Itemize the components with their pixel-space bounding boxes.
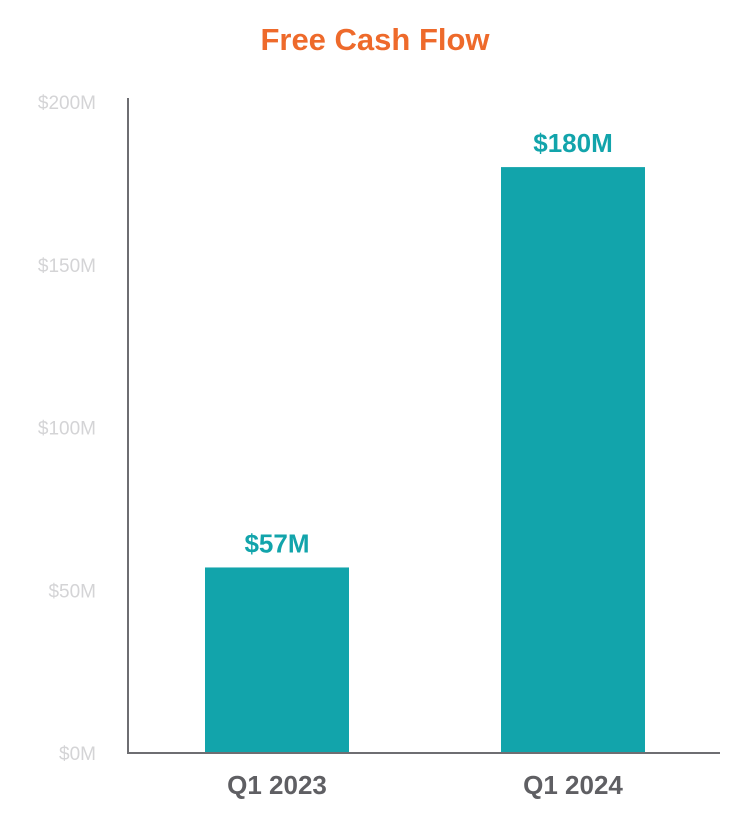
data-labels: $57M $180M [244, 128, 612, 558]
category-labels: Q1 2023 Q1 2024 [227, 770, 623, 800]
x-category-label: Q1 2023 [227, 770, 327, 800]
x-category-label: Q1 2024 [523, 770, 623, 800]
bars [205, 167, 645, 754]
y-tick-label: $150M [38, 256, 96, 277]
y-tick-label: $50M [48, 581, 96, 602]
y-tick-label: $0M [59, 744, 96, 765]
bar-data-label: $57M [244, 528, 309, 558]
bar [205, 567, 349, 753]
chart-title: Free Cash Flow [260, 22, 490, 57]
y-tick-label: $100M [38, 419, 96, 440]
y-tick-label: $200M [38, 93, 96, 114]
bar-data-label: $180M [533, 128, 613, 158]
bar [501, 167, 645, 754]
y-axis-ticks: $0M $50M $100M $150M $200M [38, 93, 96, 765]
